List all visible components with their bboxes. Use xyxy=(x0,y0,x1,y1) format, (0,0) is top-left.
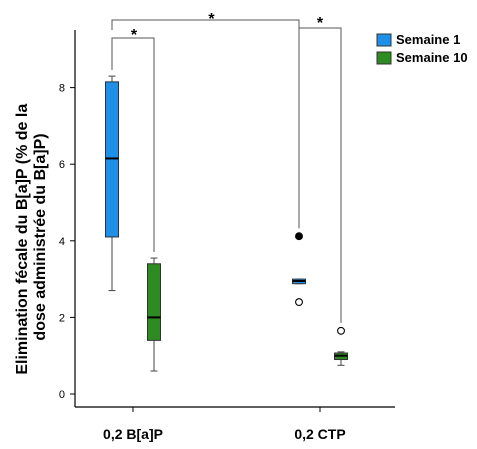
y-tick-label: 2 xyxy=(59,312,65,324)
significance-brackets: * * * xyxy=(111,11,342,323)
bracket-line xyxy=(111,19,300,229)
significance-bracket-1: * xyxy=(111,27,155,253)
y-tick-label: 6 xyxy=(59,159,65,171)
y-axis-label-line-2: dose administrée du B[a]P) xyxy=(32,133,49,340)
axes: 0 2 4 6 8 0,2 B[a]P 0,2 CTP xyxy=(59,30,395,442)
box-1-1 xyxy=(105,75,119,292)
box-2-1 xyxy=(147,257,161,372)
legend-label: Semaine 10 xyxy=(396,50,468,65)
significance-bracket-3: * xyxy=(298,15,342,323)
y-tick-label: 0 xyxy=(59,389,65,401)
outlier-point xyxy=(295,232,303,241)
y-axis-label-line-1: Elimination fécale du B[a]P (% de la xyxy=(14,104,31,375)
box-1-2 xyxy=(292,232,306,307)
legend-item-1: Semaine 1 xyxy=(376,32,460,47)
boxes xyxy=(105,75,348,372)
bracket-line xyxy=(111,37,155,253)
x-tick-label: 0,2 B[a]P xyxy=(103,426,163,442)
legend-label: Semaine 1 xyxy=(396,32,460,47)
y-axis-label: Elimination fécale du B[a]P (% de la dos… xyxy=(14,99,49,374)
significance-bracket-2: * xyxy=(111,11,300,229)
significance-label: * xyxy=(317,15,324,32)
legend-swatch xyxy=(376,33,392,47)
bracket-line xyxy=(298,27,342,323)
significance-label: * xyxy=(131,27,138,44)
legend: Semaine 1 Semaine 10 xyxy=(376,32,468,65)
outlier-point xyxy=(295,298,303,307)
significance-label: * xyxy=(208,11,215,28)
box-2-2 xyxy=(334,326,348,366)
outlier-point xyxy=(337,326,345,335)
legend-swatch xyxy=(376,51,392,65)
y-tick-label: 8 xyxy=(59,83,65,95)
y-tick-label: 4 xyxy=(59,236,65,248)
box-rect xyxy=(147,263,161,341)
legend-item-2: Semaine 10 xyxy=(376,50,468,65)
x-tick-label: 0,2 CTP xyxy=(294,426,345,442)
